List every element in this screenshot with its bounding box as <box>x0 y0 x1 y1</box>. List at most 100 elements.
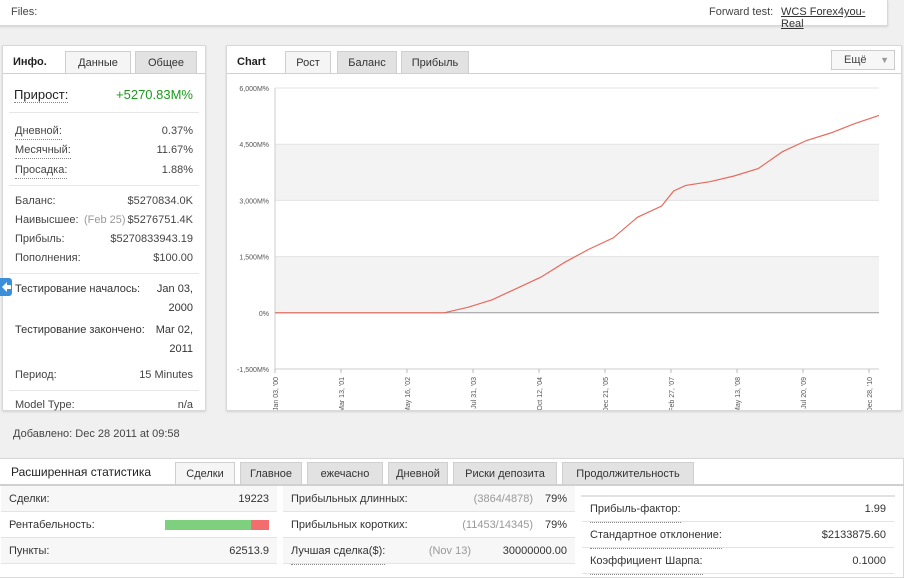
profitability-bar-fill <box>165 520 252 530</box>
drawdown-label[interactable]: Просадка: <box>15 162 68 179</box>
x-tick-label: Oct 12, '04 <box>537 377 544 410</box>
x-tick-label: May 13, '08 <box>735 377 742 410</box>
tab-profit[interactable]: Прибыль <box>401 51 469 73</box>
stats-label: Сделки: <box>9 493 50 505</box>
stats-value: $2133875.60 <box>821 529 886 541</box>
stats-value: 1.99 <box>864 503 886 515</box>
stats-value: 0.1000 <box>852 555 886 567</box>
highest-date: (Feb 25) <box>84 214 126 226</box>
stats-detail: (Nov 13) <box>428 545 471 557</box>
deposits-label: Пополнения: <box>15 252 81 264</box>
monthly-label[interactable]: Месячный: <box>15 142 71 159</box>
deposits-value: $100.00 <box>153 252 193 264</box>
highest-row: Наивысшее: (Feb 25) $5276751.4K <box>15 212 193 228</box>
profit-label: Прибыль: <box>15 233 65 245</box>
model-row: Model Type: n/a <box>15 397 193 413</box>
y-tick-label: -1,500M% <box>237 367 269 374</box>
stats-detail: (11453/14345) <box>462 519 533 531</box>
stats-tab-0[interactable]: Сделки <box>175 462 235 484</box>
info-title: Инфо. <box>13 56 47 68</box>
test-start-value: Jan 03, 2000 <box>156 283 193 314</box>
stats-tab-3[interactable]: Дневной <box>388 462 448 484</box>
stats-tabbar <box>0 484 904 486</box>
stats-label[interactable]: Прибыльных длинных: <box>291 486 408 513</box>
stats-label: Пункты: <box>9 545 50 557</box>
daily-row: Дневной: 0.37% <box>15 123 193 140</box>
added-date: Добавлено: Dec 28 2011 at 09:58 <box>13 428 180 440</box>
stats-row: Прибыльных коротких: (11453/14345) 79% <box>283 512 575 539</box>
stats-value: 79% <box>544 519 567 531</box>
growth-label[interactable]: Прирост: <box>14 87 69 103</box>
grid-band <box>275 200 879 257</box>
tab-data[interactable]: Данные <box>65 51 131 73</box>
tab-growth[interactable]: Рост <box>285 51 331 73</box>
collapse-arrow-icon[interactable] <box>0 278 12 296</box>
deposits-row: Пополнения: $100.00 <box>15 250 193 266</box>
tab-balance[interactable]: Баланс <box>337 51 397 73</box>
stats-row: Прибыльных длинных: (3864/4878) 79% <box>283 486 575 513</box>
y-tick-label: 3,000M% <box>239 198 269 205</box>
stats-value: 30000000.00 <box>502 545 567 557</box>
test-end-label: Тестирование закончено: <box>15 324 145 336</box>
stats-label[interactable]: Прибыльных коротких: <box>291 512 408 539</box>
stats-tab-2[interactable]: ежечасно <box>307 462 383 484</box>
daily-label[interactable]: Дневной: <box>15 123 62 140</box>
stats-col-3: Прибыль-фактор: 1.99 Стандартное отклонени… <box>581 495 895 575</box>
x-tick-label: Mar 13, '01 <box>339 377 346 410</box>
stats-label: Рентабельность: <box>9 519 95 531</box>
grid-band <box>275 256 879 313</box>
monthly-row: Месячный: 11.67% <box>15 142 193 159</box>
growth-value: +5270.83M% <box>116 87 193 102</box>
stats-label[interactable]: Лучшая сделка($): <box>291 538 386 565</box>
profit-value: $5270833943.19 <box>110 233 193 245</box>
period-value: 15 Minutes <box>139 369 193 381</box>
stats-tab-5[interactable]: Продолжительность <box>562 462 694 484</box>
x-tick-label: Feb 27, '07 <box>669 377 676 410</box>
y-tick-label: 1,500M% <box>239 255 269 262</box>
growth-series-line <box>275 114 880 314</box>
stats-panel: Расширенная статистика Сделки: 19223 Рента… <box>0 458 904 578</box>
stats-row: Прибыль-фактор: 1.99 <box>582 496 894 523</box>
x-tick-label: May 16, '02 <box>405 377 412 410</box>
x-tick-label: Dec 21, '05 <box>603 377 610 410</box>
balance-label: Баланс: <box>15 195 56 207</box>
y-tick-label: 0% <box>259 311 269 318</box>
stats-value: 62513.9 <box>229 545 269 557</box>
more-dropdown[interactable]: Ещё ▼ <box>831 50 895 70</box>
drawdown-value: 1.88% <box>161 164 193 176</box>
stats-label[interactable]: Прибыль-фактор: <box>590 496 681 523</box>
stats-value: 79% <box>544 493 567 505</box>
test-end-row: Тестирование закончено: Mar 02, 2011 <box>15 321 193 357</box>
stats-label[interactable]: Стандартное отклонение: <box>590 522 722 549</box>
stats-detail: (3864/4878) <box>473 493 533 505</box>
chart-panel: Chart Рост Баланс Прибыль Ещё ▼ 6,000M% 4… <box>226 45 902 411</box>
highest-value: $5276751.4K <box>127 214 193 226</box>
stats-title: Расширенная статистика <box>11 465 152 479</box>
stats-value: 19223 <box>238 493 269 505</box>
y-tick-label: 4,500M% <box>239 142 269 149</box>
forward-test-label: Forward test: <box>709 6 774 18</box>
period-row: Период: 15 Minutes <box>15 367 193 383</box>
stats-row: Коэффициент Шарпа: 0.1000 <box>582 548 894 575</box>
test-end-value: Mar 02, 2011 <box>155 324 193 355</box>
stats-tab-4[interactable]: Риски депозита <box>453 462 557 484</box>
model-value: n/a <box>177 399 193 411</box>
forward-test-link[interactable]: WCS Forex4you-Real <box>781 6 866 30</box>
tab-general[interactable]: Общее <box>135 51 197 73</box>
stats-row: Сделки: 19223 <box>1 486 277 512</box>
chevron-down-icon: ▼ <box>880 55 889 65</box>
stats-row: Пункты: 62513.9 <box>1 538 277 564</box>
x-tick-label: Jan 03, '00 <box>273 377 280 410</box>
info-panel: Инфо. Данные Общее Прирост: +5270.83M% Д… <box>2 45 206 411</box>
profit-row: Прибыль: $5270833943.19 <box>15 231 193 247</box>
stats-tab-1[interactable]: Главное <box>240 462 302 484</box>
y-tick-label: 6,000M% <box>239 86 269 93</box>
test-start-label: Тестирование началось: <box>15 283 141 295</box>
x-tick-label: Dec 28, '10 <box>867 377 874 410</box>
more-label: Ещё <box>844 54 867 66</box>
balance-value: $5270834.0K <box>127 195 193 207</box>
stats-row: Рентабельность: <box>1 512 277 538</box>
grid-band <box>275 144 879 201</box>
files-label: Files: <box>11 6 38 18</box>
grid-band <box>275 88 879 145</box>
